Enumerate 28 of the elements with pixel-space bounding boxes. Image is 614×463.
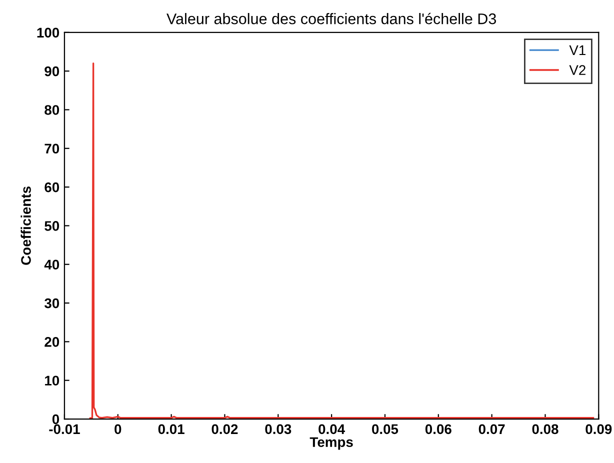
x-tick-label: 0.07 bbox=[478, 424, 505, 434]
x-tick-label: 0.08 bbox=[532, 424, 558, 434]
y-tick-label: 90 bbox=[44, 66, 60, 76]
x-tick-label: 0.05 bbox=[372, 424, 398, 434]
y-tick-label: 20 bbox=[44, 337, 60, 347]
x-tick-label: 0.03 bbox=[265, 424, 292, 434]
x-tick-label: 0.01 bbox=[158, 424, 184, 434]
legend-label: V1 bbox=[569, 45, 586, 55]
x-tick-label: -0.01 bbox=[49, 424, 80, 434]
line-series bbox=[89, 62, 594, 420]
y-axis-title: Coefficients bbox=[20, 186, 31, 265]
y-tick-label: 50 bbox=[44, 221, 60, 231]
x-tick-label: 0.06 bbox=[425, 424, 452, 434]
y-tick-label: 100 bbox=[37, 28, 60, 38]
x-axis-title: Temps bbox=[310, 437, 353, 450]
y-tick-label: 10 bbox=[45, 376, 60, 386]
legend-label: V2 bbox=[569, 65, 586, 75]
x-tick-label: 0.04 bbox=[318, 424, 346, 434]
x-tick-label: 0.02 bbox=[212, 424, 238, 434]
x-tick-label: 0 bbox=[114, 424, 122, 434]
y-tick-label: 30 bbox=[44, 298, 60, 308]
y-tick-label: 80 bbox=[44, 105, 60, 115]
y-tick-label: 60 bbox=[44, 182, 60, 192]
y-tick-label: 70 bbox=[44, 144, 60, 154]
y-tick-label: 40 bbox=[44, 260, 60, 270]
chart-title: Valeur absolue des coefficients dans l'échelle D3 bbox=[166, 12, 496, 24]
x-tick-label: 0.09 bbox=[586, 424, 612, 434]
y-tick-label: 0 bbox=[52, 414, 60, 424]
